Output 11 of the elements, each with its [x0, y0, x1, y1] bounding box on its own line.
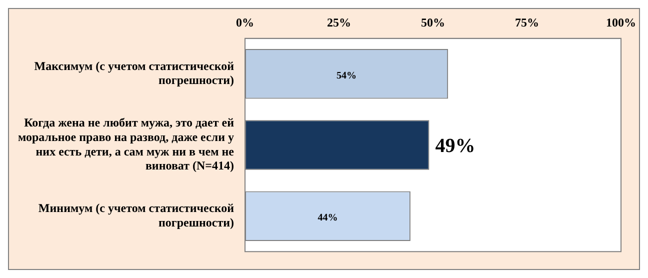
data-label: 54%: [336, 70, 357, 82]
x-tick-label: 25%: [327, 15, 352, 30]
x-tick-label: 50%: [421, 15, 446, 30]
y-tick-label: Максимум (с учетом статистической погрешности): [34, 58, 234, 88]
y-tick-label: Когда жена не любит мужа, это дает ей моральное право на развод, даже если у них есть дети, а сам муж ни в чем не виноват (N=414): [18, 115, 235, 173]
x-tick-label: 100%: [606, 15, 636, 30]
y-tick-label: Минимум (с учетом статистической погрешности): [38, 200, 234, 230]
data-label: 44%: [318, 212, 338, 224]
data-label: 49%: [435, 135, 476, 158]
x-tick-label: 0%: [236, 15, 254, 30]
x-tick-label: 75%: [515, 15, 540, 30]
